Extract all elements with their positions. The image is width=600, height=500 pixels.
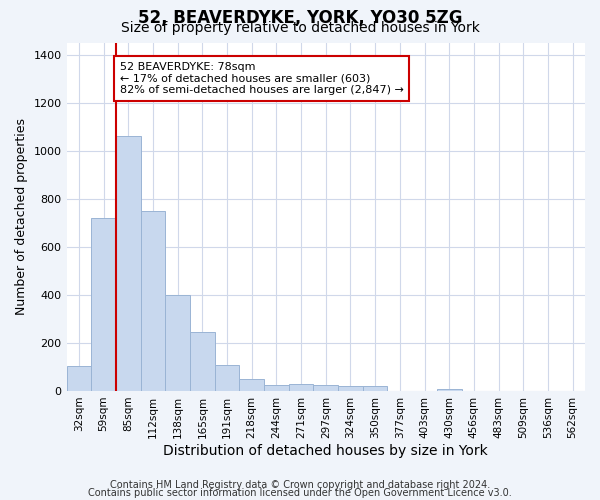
Text: 52 BEAVERDYKE: 78sqm
← 17% of detached houses are smaller (603)
82% of semi-deta: 52 BEAVERDYKE: 78sqm ← 17% of detached h… <box>119 62 403 95</box>
Bar <box>338 386 363 391</box>
Bar <box>140 210 165 391</box>
Bar <box>239 379 264 391</box>
Bar <box>190 332 215 391</box>
Bar <box>215 364 239 391</box>
Bar <box>91 218 116 391</box>
Text: Contains public sector information licensed under the Open Government Licence v3: Contains public sector information licen… <box>88 488 512 498</box>
Bar <box>165 295 190 391</box>
Text: Contains HM Land Registry data © Crown copyright and database right 2024.: Contains HM Land Registry data © Crown c… <box>110 480 490 490</box>
Bar <box>313 385 338 391</box>
Bar <box>289 384 313 391</box>
Bar <box>437 388 461 391</box>
Text: 52, BEAVERDYKE, YORK, YO30 5ZG: 52, BEAVERDYKE, YORK, YO30 5ZG <box>138 9 462 27</box>
Text: Size of property relative to detached houses in York: Size of property relative to detached ho… <box>121 21 479 35</box>
Bar <box>116 136 140 391</box>
Bar <box>363 386 388 391</box>
Y-axis label: Number of detached properties: Number of detached properties <box>15 118 28 315</box>
Bar <box>264 385 289 391</box>
Bar <box>67 366 91 391</box>
X-axis label: Distribution of detached houses by size in York: Distribution of detached houses by size … <box>163 444 488 458</box>
